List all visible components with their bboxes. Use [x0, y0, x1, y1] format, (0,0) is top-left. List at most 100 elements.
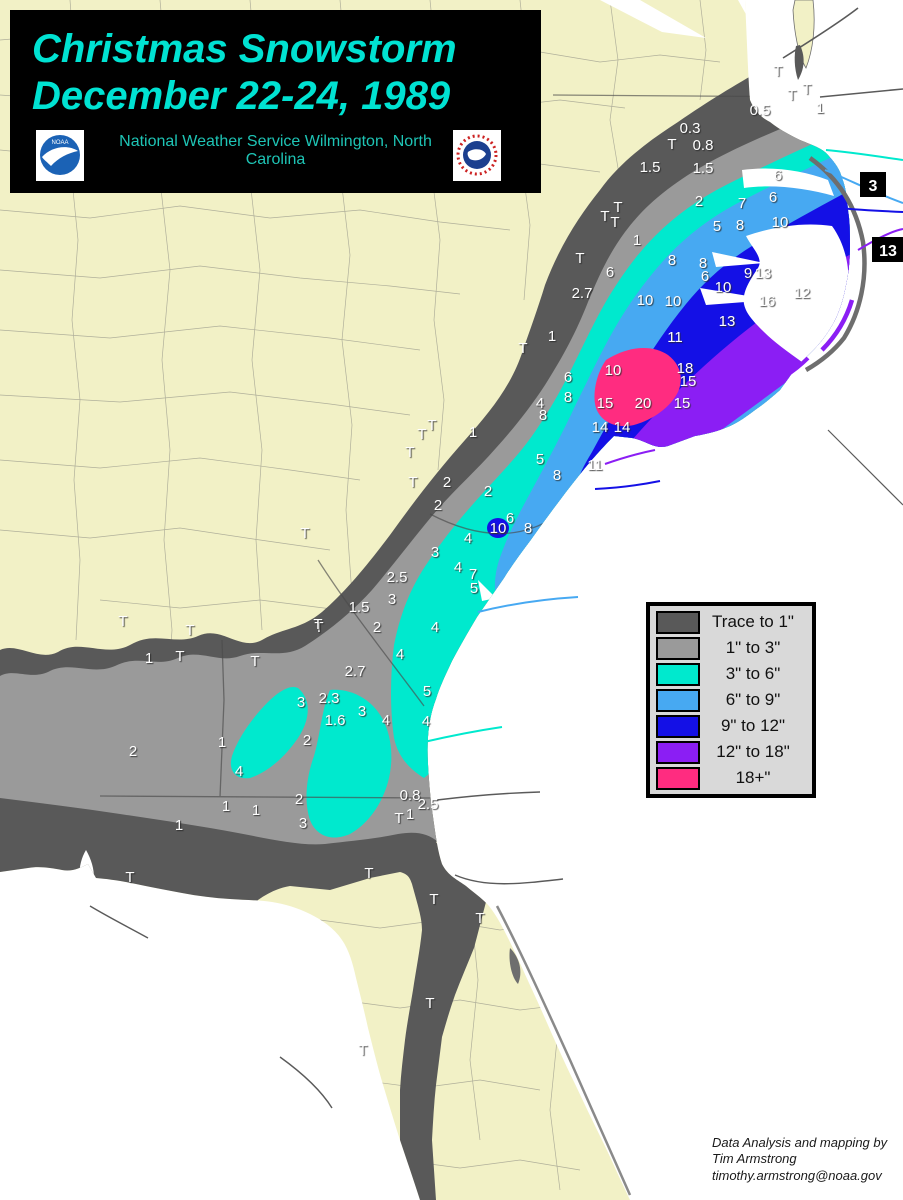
snow-amount-label: T: [773, 63, 782, 80]
noaa-logo-icon: NOAA: [36, 130, 84, 181]
snow-amount-label: 8: [668, 252, 676, 269]
georgia-cyan-pocket-east: [306, 689, 392, 838]
legend-swatch: [656, 636, 700, 660]
snow-amount-label: 2: [695, 193, 703, 210]
snow-amount-label: 1.5: [349, 599, 370, 616]
snow-amount-label: T: [364, 865, 373, 882]
snow-amount-label: T: [429, 891, 438, 908]
snow-amount-label: 1: [145, 650, 153, 667]
snow-amount-label: 6: [701, 268, 709, 285]
snow-amount-label: T: [802, 81, 811, 98]
snow-amount-label: 1.5: [640, 159, 661, 176]
snow-amount-label: 0.8: [693, 137, 714, 154]
snow-amount-label: T: [610, 214, 619, 231]
snow-amount-label: 8: [553, 467, 561, 484]
legend-swatch: [656, 766, 700, 790]
snow-amount-label: 2: [373, 619, 381, 636]
snow-amount-label: 9: [744, 265, 752, 282]
snow-amount-label: 14: [592, 419, 609, 436]
snow-amount-label: 10: [772, 214, 789, 231]
snow-amount-label: 5: [423, 683, 431, 700]
snow-amount-label: 1: [816, 100, 824, 117]
snow-amount-label: 4: [235, 763, 243, 780]
cape-canaveral: [509, 948, 521, 984]
callout-box: [860, 172, 886, 197]
snow-amount-label: 8: [564, 389, 572, 406]
legend-swatch: [656, 610, 700, 634]
contour-callouts: 3 13: [860, 172, 903, 262]
snow-amount-label: 1: [469, 424, 477, 441]
snow-amount-label: 1: [252, 802, 260, 819]
snow-amount-label: T: [425, 995, 434, 1012]
snow-amount-label: T: [667, 136, 676, 153]
snow-amount-label: 6: [506, 510, 514, 527]
snow-amount-label: 2: [443, 474, 451, 491]
snow-amount-label: 1: [548, 328, 556, 345]
snow-amount-label: 0.3: [680, 120, 701, 137]
outer-banks-purple: [820, 299, 855, 352]
snow-amount-label: 1.5: [693, 160, 714, 177]
callout-box: [872, 237, 903, 262]
snow-amount-label: 8: [736, 217, 744, 234]
snow-amount-label: 10: [715, 279, 732, 296]
snow-amount-label: T: [250, 653, 259, 670]
snow-amount-label: 2.7: [345, 663, 366, 680]
snow-amount-label: 4: [431, 619, 439, 636]
delmarva-peninsula: [792, 0, 815, 69]
legend-label: 12" to 18": [716, 742, 790, 761]
snow-amount-label: T: [600, 208, 609, 225]
legend-swatch: [656, 740, 700, 764]
snow-amount-label: 2: [129, 743, 137, 760]
snow-amount-label: 10: [665, 293, 682, 310]
snow-amount-label: 15: [680, 373, 697, 390]
snow-amount-label: 10: [605, 362, 622, 379]
snow-amount-label: T: [575, 250, 584, 267]
legend-item: 3" to 6": [656, 662, 806, 686]
snow-amount-label: T: [175, 648, 184, 665]
snow-amount-label: 2: [303, 732, 311, 749]
snow-amount-label: 2: [484, 483, 492, 500]
legend-label: 18+": [735, 768, 771, 787]
map-title-line1: Christmas Snowstorm: [32, 27, 457, 71]
snow-amount-label: 3: [388, 591, 396, 608]
legend: Trace to 1" 1" to 3" 3" to 6" 6" to 9" 9" to…: [646, 602, 816, 798]
snow-amount-label: 2: [434, 497, 442, 514]
snow-amount-label: T: [518, 340, 527, 357]
outer-banks-purple-2: [782, 356, 810, 379]
legend-item: 12" to 18": [656, 740, 806, 764]
snow-amount-label: 3: [299, 815, 307, 832]
title-subtitle: National Weather Service Wilmington, Nor…: [119, 133, 432, 168]
snow-amount-label: 6: [564, 369, 572, 386]
snow-amount-label: T: [300, 525, 309, 542]
snow-amount-label: 1: [633, 232, 641, 249]
snow-amount-label: 3: [358, 703, 366, 720]
snow-amount-label: 20: [635, 395, 652, 412]
snow-amount-label: 10: [637, 292, 654, 309]
legend-item: 1" to 3": [656, 636, 806, 660]
snow-amount-label: 13: [719, 313, 736, 330]
legend-item: 6" to 9": [656, 688, 806, 712]
snow-amount-label: 15: [674, 395, 691, 412]
coastal-features: [495, 0, 867, 1196]
credits-line2: Tim Armstrong: [712, 1151, 797, 1167]
snow-amount-label: T: [405, 444, 414, 461]
snow-amount-label: 0.5: [750, 102, 771, 119]
legend-item: 9" to 12": [656, 714, 806, 738]
snow-amount-label: 10: [490, 520, 507, 537]
legend-label: 1" to 3": [725, 638, 781, 657]
snow-amount-label: T: [417, 426, 426, 443]
snow-amount-label: 1: [175, 817, 183, 834]
snow-amount-label: 5: [470, 580, 478, 597]
snow-amount-label: 14: [614, 419, 631, 436]
snow-amount-label: 2.3: [319, 690, 340, 707]
snow-amount-label: 1: [406, 806, 414, 823]
snow-amount-label: 7: [738, 195, 746, 212]
florida-barrier-islands: [495, 905, 632, 1196]
snow-amount-label: T: [394, 810, 403, 827]
map-title-line2: December 22-24, 1989: [32, 73, 451, 118]
credits-line3: timothy.armstrong@noaa.gov: [712, 1167, 882, 1183]
snow-amount-label: T: [314, 619, 323, 636]
snow-amount-label: 11: [667, 329, 683, 346]
